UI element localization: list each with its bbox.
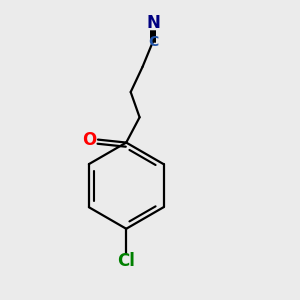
- Text: Cl: Cl: [117, 253, 135, 271]
- Text: N: N: [146, 14, 160, 32]
- Text: O: O: [82, 130, 97, 148]
- Text: C: C: [148, 34, 158, 49]
